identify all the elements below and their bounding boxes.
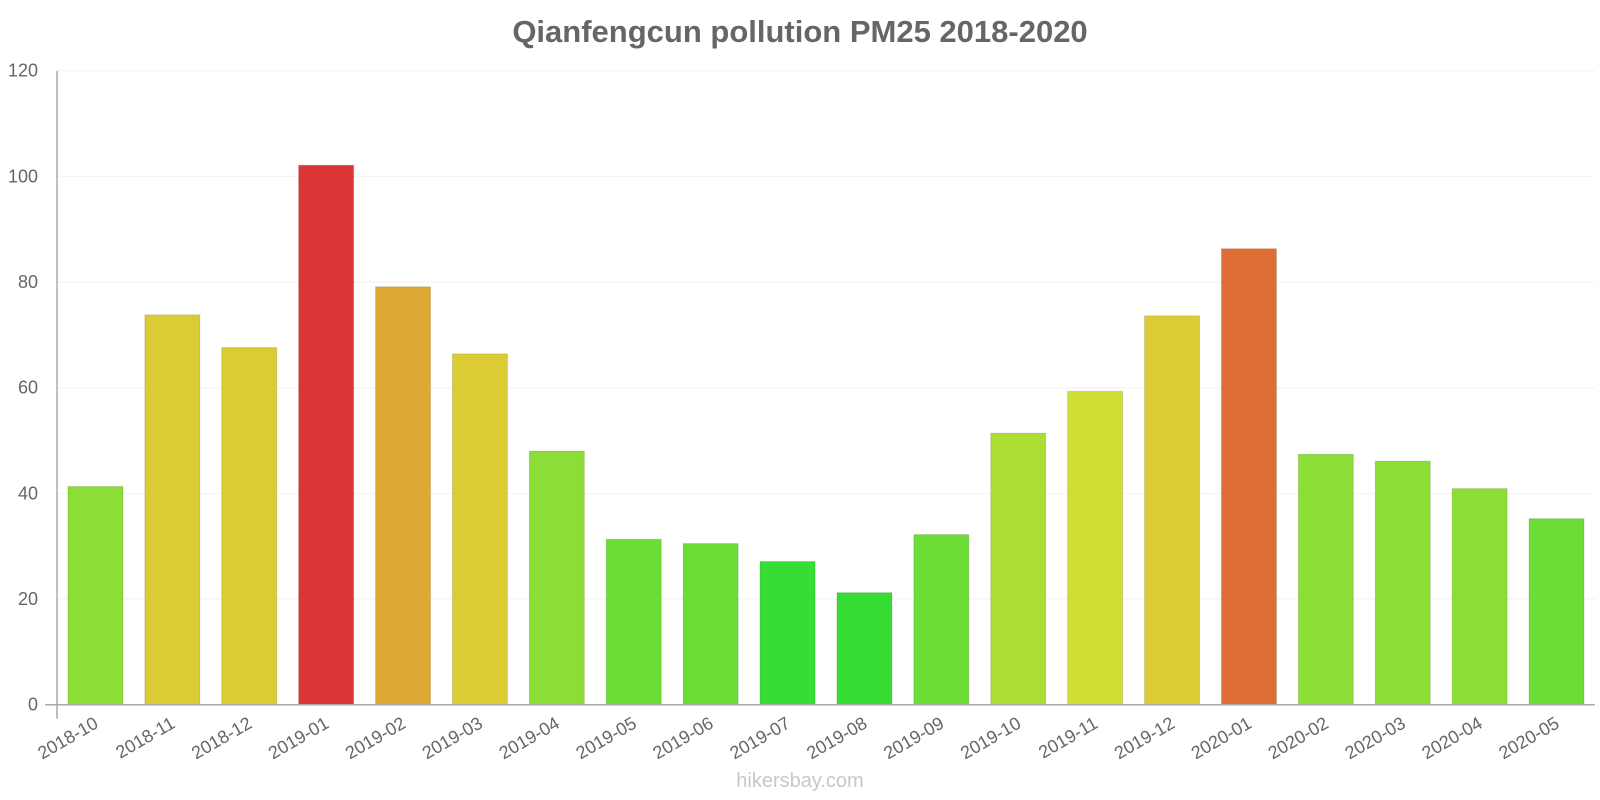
x-tick-label: 2019-04: [496, 713, 563, 763]
x-tick-label: 2019-09: [880, 713, 947, 763]
bar-2019-03[interactable]: [451, 353, 508, 706]
x-tick-label: 2020-02: [1265, 713, 1332, 763]
x-tick-label: 2020-04: [1418, 713, 1485, 763]
x-tick-label: 2020-03: [1342, 713, 1409, 763]
y-tick-label: 120: [8, 61, 38, 81]
bar-2019-01[interactable]: [298, 164, 355, 706]
x-tick-label: 2019-08: [803, 713, 870, 763]
x-axis-labels: 2018-10 2018-11 2018-12 2019-01 2019-02 2019-…: [34, 713, 1562, 763]
bar-2019-09[interactable]: [913, 534, 970, 706]
x-tick-label: 2018-11: [112, 713, 178, 763]
x-tick-label: 2019-02: [342, 713, 409, 763]
gridlines: [57, 70, 1595, 600]
x-tick-label: 2020-05: [1495, 713, 1562, 763]
y-tick-label: 100: [8, 166, 38, 186]
bar-2019-08[interactable]: [836, 592, 893, 706]
axes: [45, 70, 1595, 719]
x-tick-label: 2019-12: [1111, 713, 1178, 763]
bar-2018-10[interactable]: [67, 485, 124, 706]
x-tick-label: 2018-12: [188, 713, 255, 763]
bar-2019-10[interactable]: [990, 432, 1047, 706]
bar-2019-06[interactable]: [682, 543, 739, 706]
bar-2020-03[interactable]: [1374, 460, 1431, 706]
bar-2019-12[interactable]: [1144, 315, 1201, 706]
chart-title: Qianfengcun pollution PM25 2018-2020: [512, 14, 1088, 49]
y-tick-label: 0: [28, 695, 38, 715]
y-axis-ticks: 0 20 40 60 80 100 120: [8, 61, 38, 715]
x-tick-label: 2019-07: [726, 713, 793, 763]
x-tick-label: 2020-01: [1188, 713, 1255, 763]
x-tick-label: 2019-06: [649, 713, 716, 763]
bar-2019-07[interactable]: [759, 561, 816, 706]
x-tick-label: 2019-05: [573, 713, 640, 763]
bar-2018-11[interactable]: [144, 314, 201, 706]
bar-2019-04[interactable]: [528, 450, 585, 706]
bar-2019-05[interactable]: [605, 538, 662, 706]
y-tick-label: 80: [18, 272, 38, 292]
x-tick-label: 2019-01: [265, 713, 332, 763]
x-tick-label: 2019-10: [957, 713, 1024, 763]
x-tick-label: 2019-03: [419, 713, 486, 763]
bar-2020-04[interactable]: [1451, 488, 1508, 706]
bar-2019-02[interactable]: [375, 286, 432, 706]
x-tick-label: 2019-11: [1035, 713, 1101, 763]
source-watermark: hikersbay.com: [736, 770, 864, 792]
bar-2020-05[interactable]: [1528, 518, 1585, 706]
bar-2020-02[interactable]: [1297, 453, 1354, 706]
x-tick-label: 2018-10: [34, 713, 101, 763]
bar-2020-01[interactable]: [1220, 248, 1277, 706]
y-tick-label: 40: [18, 483, 38, 503]
bar-2018-12[interactable]: [221, 347, 278, 706]
bar-2019-11[interactable]: [1067, 390, 1124, 706]
y-tick-label: 60: [18, 378, 38, 398]
bars: [67, 164, 1585, 706]
y-tick-label: 20: [18, 589, 38, 609]
